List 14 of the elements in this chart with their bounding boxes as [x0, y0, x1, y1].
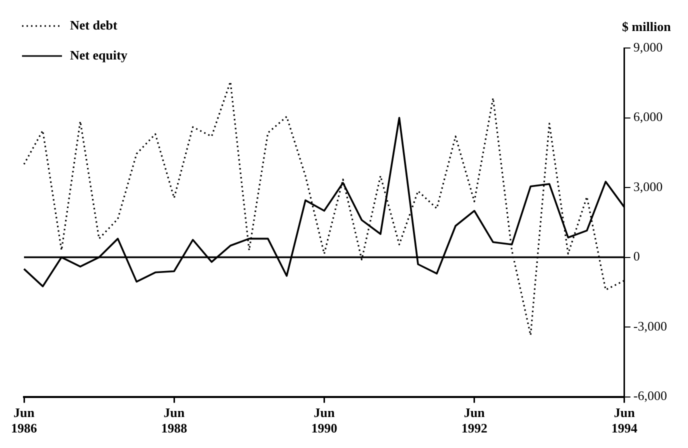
y-tick-label: -6,000	[633, 388, 668, 404]
x-tick-label: Jun 1986	[11, 404, 38, 436]
y-tick-label: 3,000	[633, 178, 663, 194]
legend-label: Net equity	[70, 47, 128, 62]
x-tick-label: Jun 1990	[311, 404, 338, 436]
y-axis-title: $ million	[622, 18, 672, 34]
x-tick-label: Jun 1988	[161, 404, 188, 436]
x-tick-label: Jun 1994	[611, 404, 638, 436]
legend-label: Net debt	[70, 17, 118, 32]
y-tick-label: 0	[633, 248, 640, 264]
y-tick-label: 9,000	[633, 39, 663, 54]
y-tick-label: 6,000	[633, 109, 663, 124]
x-tick-label: Jun 1992	[461, 404, 488, 436]
y-tick-label: -3,000	[633, 318, 668, 334]
